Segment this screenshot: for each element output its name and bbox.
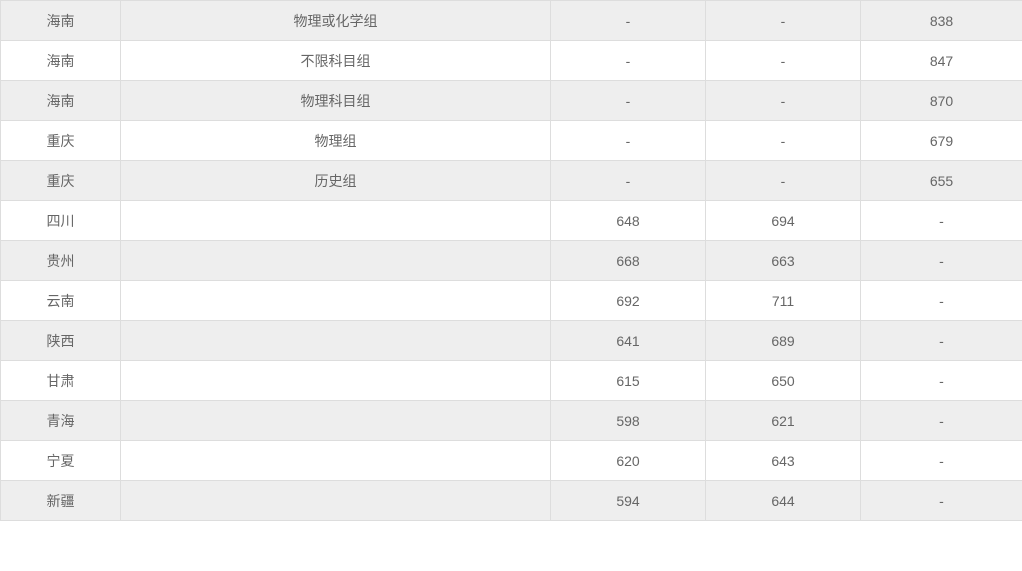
cell-group (121, 201, 551, 241)
cell-score-b: 644 (706, 481, 861, 521)
cell-score-c: 870 (861, 81, 1022, 121)
cell-group (121, 241, 551, 281)
cell-score-c: - (861, 401, 1022, 441)
cell-score-c: - (861, 441, 1022, 481)
cell-group: 物理或化学组 (121, 1, 551, 41)
table-row: 海南 不限科目组 - - 847 (1, 41, 1022, 81)
cell-score-a: 620 (551, 441, 706, 481)
cell-group: 不限科目组 (121, 41, 551, 81)
cell-score-c: - (861, 361, 1022, 401)
cell-group: 物理组 (121, 121, 551, 161)
cell-score-c: - (861, 281, 1022, 321)
cell-score-a: 692 (551, 281, 706, 321)
cell-group: 历史组 (121, 161, 551, 201)
cell-score-c: - (861, 241, 1022, 281)
cell-score-b: - (706, 161, 861, 201)
table-row: 陕西 641 689 - (1, 321, 1022, 361)
cell-province: 重庆 (1, 161, 121, 201)
cell-score-c: - (861, 201, 1022, 241)
cell-group (121, 281, 551, 321)
table-row: 重庆 历史组 - - 655 (1, 161, 1022, 201)
table-row: 重庆 物理组 - - 679 (1, 121, 1022, 161)
cell-score-b: 663 (706, 241, 861, 281)
cell-score-b: - (706, 81, 861, 121)
table-row: 四川 648 694 - (1, 201, 1022, 241)
cell-score-b: - (706, 41, 861, 81)
cell-province: 陕西 (1, 321, 121, 361)
cell-province: 新疆 (1, 481, 121, 521)
cell-group (121, 481, 551, 521)
cell-score-a: - (551, 1, 706, 41)
cell-score-c: 838 (861, 1, 1022, 41)
cell-score-a: 594 (551, 481, 706, 521)
cell-province: 重庆 (1, 121, 121, 161)
cell-score-a: - (551, 161, 706, 201)
cell-province: 海南 (1, 81, 121, 121)
table-row: 云南 692 711 - (1, 281, 1022, 321)
table-row: 甘肃 615 650 - (1, 361, 1022, 401)
cell-group (121, 401, 551, 441)
cell-score-a: 615 (551, 361, 706, 401)
cell-score-a: - (551, 121, 706, 161)
cell-score-b: 650 (706, 361, 861, 401)
cell-score-b: 711 (706, 281, 861, 321)
cell-score-a: 648 (551, 201, 706, 241)
score-table-wrap: 海南 物理或化学组 - - 838 海南 不限科目组 - - 847 海南 物理… (0, 0, 1022, 521)
cell-province: 青海 (1, 401, 121, 441)
cell-score-b: - (706, 1, 861, 41)
table-row: 宁夏 620 643 - (1, 441, 1022, 481)
cell-province: 宁夏 (1, 441, 121, 481)
cell-score-b: 689 (706, 321, 861, 361)
table-row: 新疆 594 644 - (1, 481, 1022, 521)
table-row: 海南 物理或化学组 - - 838 (1, 1, 1022, 41)
cell-score-c: - (861, 481, 1022, 521)
cell-province: 甘肃 (1, 361, 121, 401)
cell-province: 海南 (1, 41, 121, 81)
cell-score-c: 847 (861, 41, 1022, 81)
cell-province: 贵州 (1, 241, 121, 281)
cell-score-b: 694 (706, 201, 861, 241)
table-row: 海南 物理科目组 - - 870 (1, 81, 1022, 121)
cell-province: 海南 (1, 1, 121, 41)
table-row: 青海 598 621 - (1, 401, 1022, 441)
cell-score-b: - (706, 121, 861, 161)
cell-score-a: 641 (551, 321, 706, 361)
cell-group (121, 361, 551, 401)
cell-group (121, 321, 551, 361)
cell-score-c: - (861, 321, 1022, 361)
cell-score-a: 598 (551, 401, 706, 441)
score-table-body: 海南 物理或化学组 - - 838 海南 不限科目组 - - 847 海南 物理… (1, 1, 1022, 521)
score-table: 海南 物理或化学组 - - 838 海南 不限科目组 - - 847 海南 物理… (0, 0, 1022, 521)
cell-province: 云南 (1, 281, 121, 321)
cell-group: 物理科目组 (121, 81, 551, 121)
cell-group (121, 441, 551, 481)
cell-score-b: 643 (706, 441, 861, 481)
table-row: 贵州 668 663 - (1, 241, 1022, 281)
cell-score-c: 655 (861, 161, 1022, 201)
cell-score-a: - (551, 41, 706, 81)
cell-score-c: 679 (861, 121, 1022, 161)
cell-score-b: 621 (706, 401, 861, 441)
cell-province: 四川 (1, 201, 121, 241)
cell-score-a: 668 (551, 241, 706, 281)
cell-score-a: - (551, 81, 706, 121)
